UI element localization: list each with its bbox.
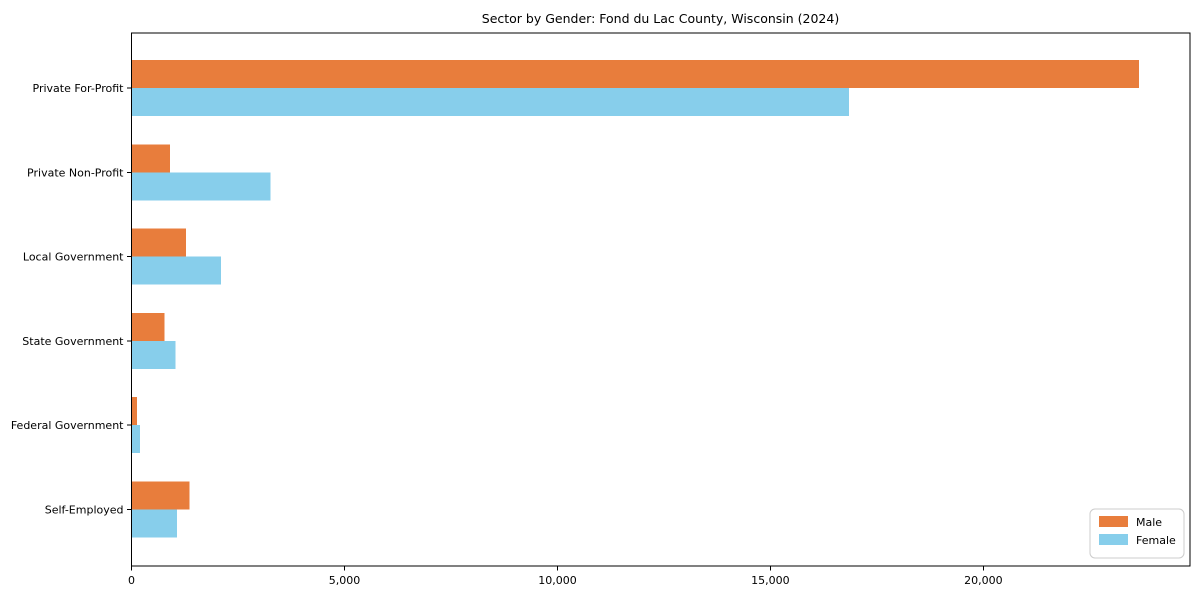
x-tick-label: 20,000 bbox=[964, 574, 1003, 587]
bar-male-local-government bbox=[131, 228, 187, 257]
legend-label-male: Male bbox=[1136, 516, 1162, 529]
bar-female-state-government bbox=[131, 340, 176, 369]
x-tick-label: 0 bbox=[128, 574, 135, 587]
bar-male-federal-government bbox=[131, 397, 138, 426]
bar-female-private-for-profit bbox=[131, 88, 849, 116]
bar-female-private-non-profit bbox=[131, 172, 271, 201]
x-tick-label: 10,000 bbox=[538, 574, 577, 587]
bar-male-private-for-profit bbox=[131, 60, 1139, 88]
bar-male-state-government bbox=[131, 312, 165, 341]
y-tick-label-self-employed: Self-Employed bbox=[45, 504, 124, 517]
y-tick-label-state-government: State Government bbox=[22, 335, 124, 348]
y-tick-label-local-government: Local Government bbox=[23, 251, 124, 264]
x-tick-label: 15,000 bbox=[751, 574, 790, 587]
y-tick-label-private-for-profit: Private For-Profit bbox=[33, 82, 125, 95]
bar-female-self-employed bbox=[131, 509, 178, 538]
bar-male-private-non-profit bbox=[131, 144, 170, 173]
legend-swatch-male bbox=[1099, 516, 1128, 527]
x-tick-label: 5,000 bbox=[329, 574, 361, 587]
legend-swatch-female bbox=[1099, 534, 1128, 545]
legend-label-female: Female bbox=[1136, 534, 1176, 547]
y-tick-label-private-non-profit: Private Non-Profit bbox=[27, 166, 124, 179]
chart-title: Sector by Gender: Fond du Lac County, Wi… bbox=[481, 11, 840, 26]
bar-female-federal-government bbox=[131, 425, 141, 454]
y-tick-label-federal-government: Federal Government bbox=[11, 419, 124, 432]
bar-male-self-employed bbox=[131, 481, 190, 510]
plot-border bbox=[131, 32, 1191, 567]
bar-female-local-government bbox=[131, 256, 221, 285]
